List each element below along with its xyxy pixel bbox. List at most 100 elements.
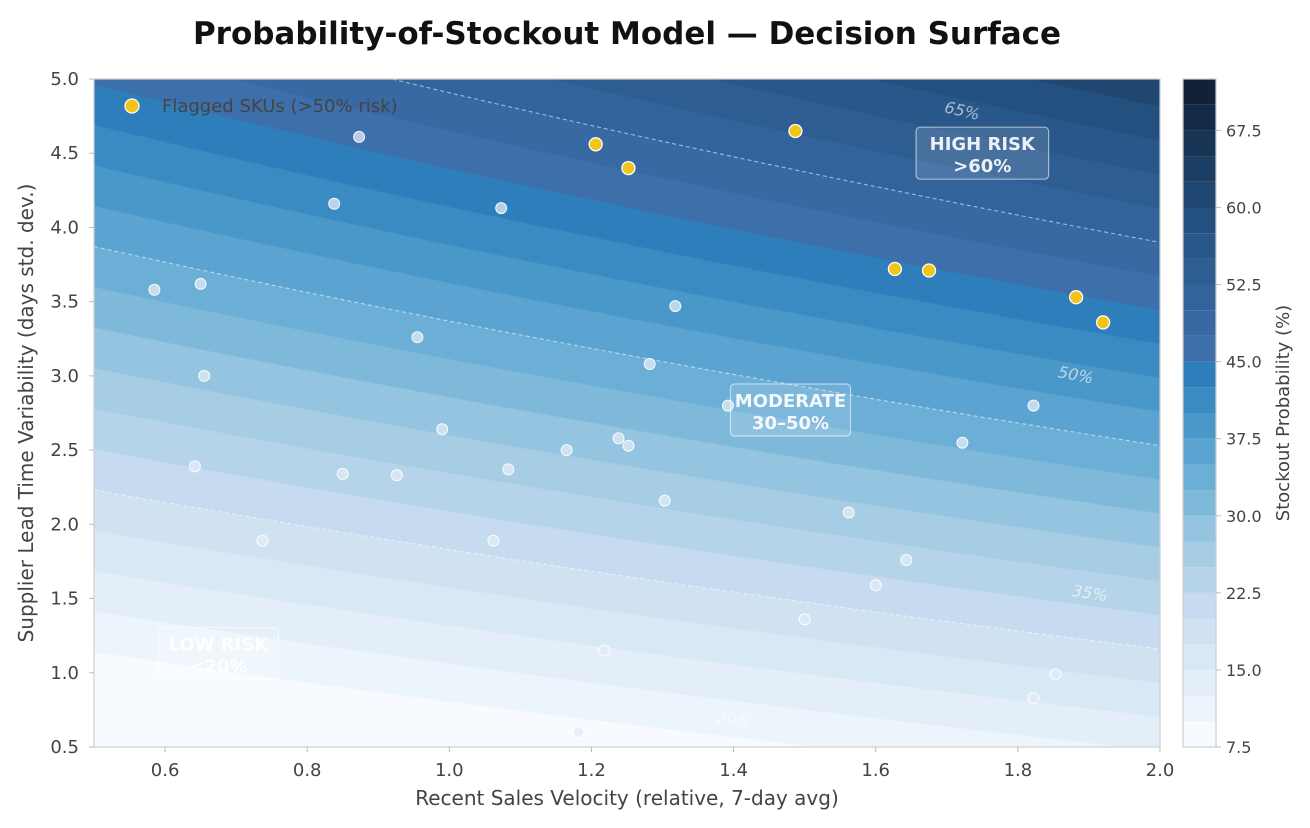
colorbar-band	[1183, 438, 1216, 465]
risk-annotation: HIGH RISK>60%	[915, 126, 1050, 180]
x-tick-label: 0.8	[293, 760, 322, 781]
surface-band	[1029, 79, 1160, 107]
sku-point	[612, 432, 625, 445]
sku-point	[502, 463, 515, 476]
contour-label: 20%	[715, 707, 753, 731]
x-tick-label: 1.0	[435, 760, 464, 781]
annotation-title: MODERATE	[735, 391, 846, 412]
colorbar-band	[1183, 541, 1216, 568]
colorbar-band	[1183, 233, 1216, 259]
sku-point	[328, 197, 341, 210]
colorbar-tick-label: 52.5	[1226, 276, 1262, 295]
sku-point	[353, 130, 366, 143]
x-tick-label: 1.2	[577, 760, 606, 781]
x-axis-label: Recent Sales Velocity (relative, 7-day a…	[415, 786, 839, 810]
sku-point	[194, 277, 207, 290]
colorbar-tick-label: 15.0	[1226, 661, 1262, 680]
flagged-sku-point	[921, 263, 937, 278]
flagged-sku-point	[621, 160, 636, 176]
x-tick-label: 0.6	[151, 760, 180, 781]
annotation-box	[157, 626, 279, 681]
sku-point	[622, 439, 635, 452]
colorbar-band	[1183, 181, 1216, 208]
sku-point	[487, 534, 500, 547]
colorbar-frame	[1182, 78, 1217, 748]
sku-point	[956, 436, 969, 449]
x-axis-ticks: 0.6 0.8 1.0 1.2 1.4 1.6 1.8 2.0	[151, 747, 1175, 781]
colorbar-band	[1183, 644, 1216, 670]
sku-point	[560, 444, 573, 457]
y-tick-label: 4.0	[50, 217, 79, 238]
y-tick-label: 1.0	[50, 663, 79, 684]
y-tick-label: 3.5	[50, 292, 79, 313]
annotation-range: 30–50%	[752, 413, 829, 434]
sku-point	[188, 460, 201, 473]
x-tick-label: 1.4	[719, 760, 748, 781]
colorbar	[1183, 79, 1216, 747]
colorbar-band	[1183, 567, 1216, 593]
y-tick-label: 1.5	[50, 589, 79, 610]
annotation-box	[729, 383, 852, 437]
sku-points	[148, 123, 1111, 739]
sku-point	[842, 506, 855, 519]
colorbar-tick-label: 7.5	[1226, 738, 1251, 757]
x-tick-label: 1.8	[1004, 760, 1033, 781]
legend-marker-flagged	[124, 98, 140, 114]
sku-point	[1027, 692, 1040, 704]
y-tick-label: 5.0	[50, 69, 79, 90]
flagged-sku-point	[1095, 315, 1111, 330]
colorbar-band	[1183, 156, 1216, 182]
sku-point	[798, 613, 811, 626]
colorbar-band	[1183, 413, 1216, 439]
contour-line	[94, 489, 1160, 650]
contour-line	[389, 79, 1160, 243]
annotation-range: >60%	[953, 156, 1011, 177]
sku-point	[643, 358, 656, 370]
y-tick-label: 0.5	[50, 737, 79, 758]
sku-point	[390, 469, 403, 482]
annotation-box	[915, 126, 1050, 180]
flagged-sku-point	[887, 261, 903, 277]
colorbar-tick-label: 45.0	[1226, 353, 1262, 372]
y-tick-label: 3.0	[50, 366, 79, 387]
colorbar-band	[1183, 721, 1216, 747]
colorbar-band	[1183, 104, 1216, 131]
flagged-sku-point	[788, 123, 803, 139]
x-tick-label: 1.6	[861, 760, 890, 781]
sku-point	[436, 423, 449, 436]
flagged-sku-point	[1068, 290, 1084, 305]
sku-point	[1049, 668, 1062, 681]
sku-point	[598, 644, 611, 657]
colorbar-band	[1183, 464, 1216, 491]
sku-point	[669, 300, 682, 313]
flagged-sku-point	[588, 137, 603, 152]
annotation-range: <20%	[189, 657, 247, 678]
colorbar-tick-label: 60.0	[1226, 199, 1262, 218]
colorbar-tick-label: 30.0	[1226, 507, 1262, 526]
colorbar-band	[1183, 387, 1216, 413]
sku-point	[411, 331, 424, 344]
annotation-title: HIGH RISK	[930, 134, 1036, 155]
y-tick-label: 2.0	[50, 514, 79, 535]
colorbar-ticks: 7.5 15.0 22.5 30.0 37.5 45.0 52.5 60.0 67.5	[1216, 121, 1262, 757]
sku-point	[572, 726, 585, 739]
legend: Flagged SKUs (>50% risk)	[124, 96, 398, 117]
colorbar-tick-label: 67.5	[1226, 121, 1262, 140]
colorbar-band	[1183, 592, 1216, 619]
y-tick-label: 2.5	[50, 440, 79, 461]
colorbar-tick-label: 22.5	[1226, 584, 1262, 603]
risk-annotation: LOW RISK<20%	[157, 626, 279, 681]
colorbar-label: Stockout Probability (%)	[1273, 305, 1294, 521]
chart-title: Probability-of-Stockout Model — Decision…	[193, 16, 1061, 52]
colorbar-band	[1183, 284, 1216, 311]
colorbar-band	[1183, 258, 1216, 285]
colorbar-band	[1183, 79, 1216, 105]
sku-point	[256, 534, 269, 547]
colorbar-band	[1183, 207, 1216, 234]
colorbar-band	[1183, 130, 1216, 157]
x-tick-label: 2.0	[1146, 760, 1175, 781]
surface-band	[869, 79, 1160, 141]
